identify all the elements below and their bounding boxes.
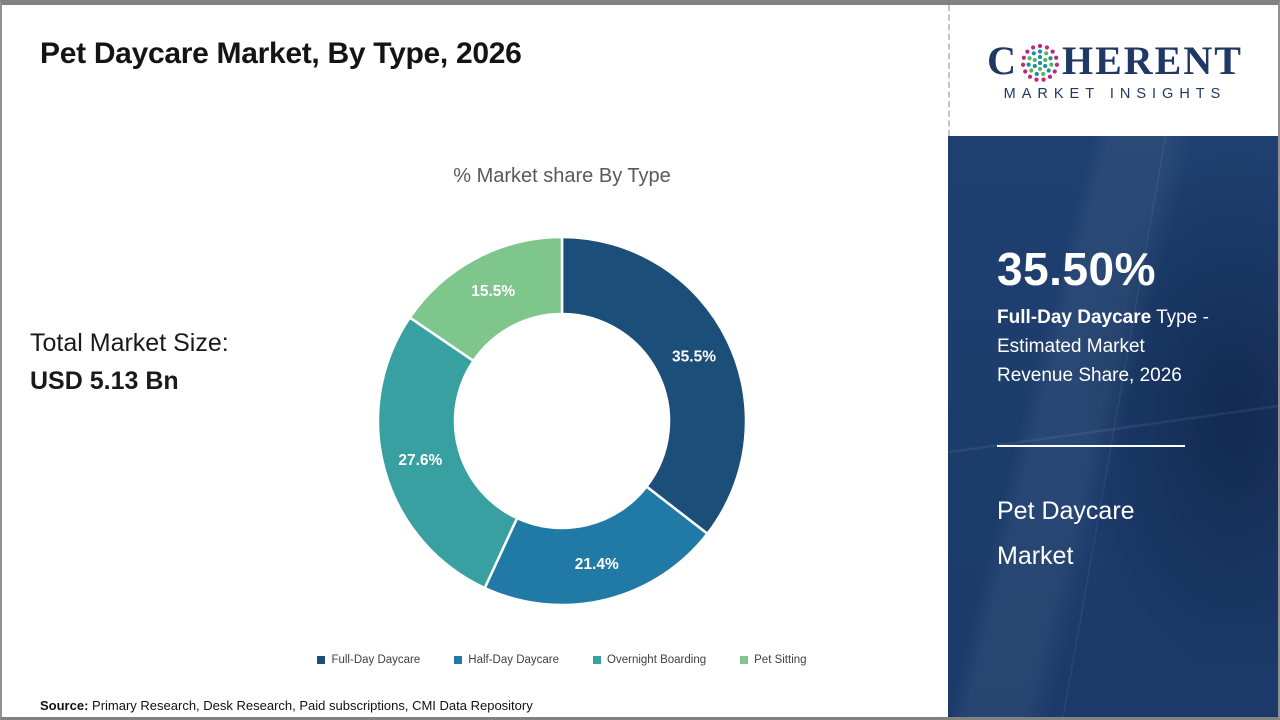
legend-marker-icon <box>593 656 602 664</box>
page-title: Pet Daycare Market, By Type, 2026 <box>40 37 522 70</box>
donut-slice <box>560 235 748 536</box>
legend-marker-icon <box>740 656 749 664</box>
highlight-stat-label: Full-Day Daycare Type - Estimated Market… <box>997 304 1215 391</box>
highlight-stat-label-segment: Full-Day Daycare <box>997 307 1152 328</box>
source-note: Source: Primary Research, Desk Research,… <box>40 698 533 713</box>
slice-data-label: 27.6% <box>398 452 442 469</box>
legend-item: Full-Day Daycare <box>317 654 420 666</box>
legend-label: Full-Day Daycare <box>331 654 421 666</box>
total-market-size-label: Total Market Size: <box>30 329 229 357</box>
donut-chart: 35.5% 21.4% 27.6% 15.5% <box>376 235 748 607</box>
legend-item: Pet Sitting <box>740 654 807 666</box>
legend-label: Half-Day Daycare <box>468 654 560 666</box>
legend-label: Pet Sitting <box>754 654 807 666</box>
chart-legend: Full-Day Daycare Half-Day Daycare Overnigh… <box>177 654 947 666</box>
slice-data-label: 21.4% <box>575 556 619 573</box>
highlight-panel: 35.50% Full-Day Daycare Type - Estimated… <box>948 136 1278 717</box>
logo-wordmark: C HERENT <box>987 40 1243 82</box>
legend-item: Half-Day Daycare <box>454 654 559 666</box>
legend-marker-icon <box>317 656 326 664</box>
donut-slice <box>408 235 564 363</box>
chart-title: % Market share By Type <box>453 165 671 187</box>
panel-divider <box>997 444 1185 447</box>
logo-subtitle: MARKET INSIGHTS <box>1003 85 1227 102</box>
logo-letter-c: C <box>987 37 1018 83</box>
legend-item: Overnight Boarding <box>593 654 706 666</box>
source-text: Primary Research, Desk Research, Paid su… <box>88 698 533 713</box>
donut-slice <box>376 316 519 590</box>
source-label: Source: <box>40 698 89 713</box>
highlight-stat-label-rest: Type - Estimated Market Revenue Share, 2… <box>997 307 1209 386</box>
logo-letters-rest: HERENT <box>1061 37 1243 83</box>
legend-label: Overnight Boarding <box>607 654 707 666</box>
total-market-size-value: USD 5.13 Bn <box>30 367 179 395</box>
legend-marker-icon <box>454 656 463 664</box>
panel-market-title: Pet Daycare Market <box>997 496 1135 571</box>
company-logo: C HERENT MARKET INSIGHTS <box>948 5 1278 136</box>
slice-data-label: 35.5% <box>672 348 716 365</box>
highlight-stat-value: 35.50% <box>997 243 1157 295</box>
total-market-size: Total Market Size: USD 5.13 Bn <box>30 329 229 396</box>
slice-data-label: 15.5% <box>471 283 515 300</box>
logo-dotted-o-icon <box>1020 43 1059 82</box>
donut-slice <box>483 485 709 607</box>
